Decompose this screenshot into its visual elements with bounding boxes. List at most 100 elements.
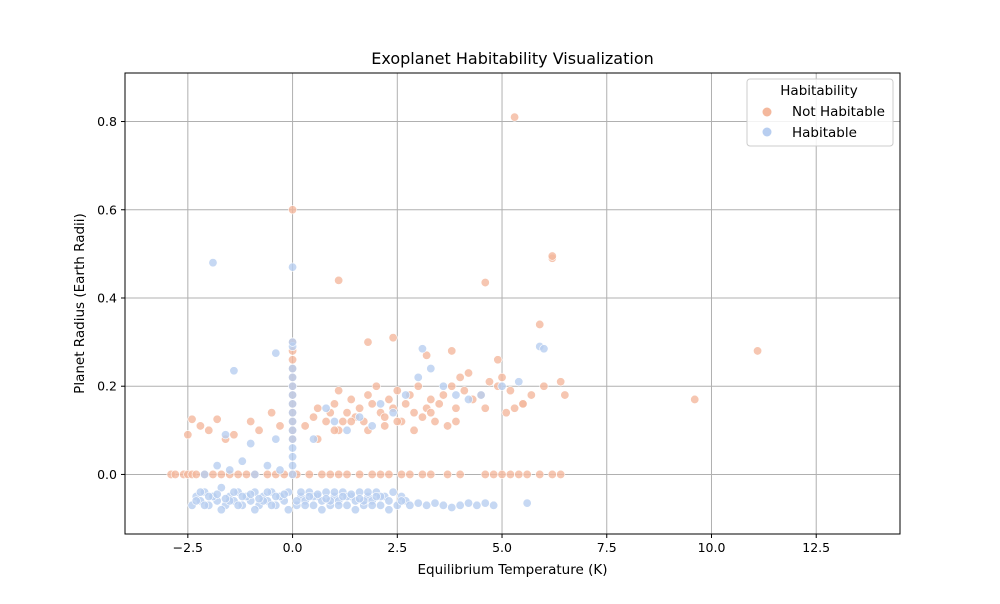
point-habitable (464, 498, 474, 508)
point-not-habitable (434, 399, 444, 409)
legend-box (746, 78, 894, 147)
x-tick-label: 10.0 (698, 540, 726, 555)
point-habitable (229, 487, 239, 497)
point-habitable (317, 505, 327, 515)
point-habitable (388, 408, 398, 418)
point-not-habitable (447, 346, 457, 356)
point-not-habitable (313, 403, 323, 413)
point-habitable (539, 344, 549, 354)
point-habitable (355, 412, 365, 422)
point-habitable (334, 500, 344, 510)
point-habitable (283, 505, 293, 515)
point-not-habitable (501, 408, 511, 418)
point-not-habitable (342, 408, 352, 418)
point-not-habitable (409, 425, 419, 435)
point-habitable (413, 498, 423, 508)
legend-marker-habitable (762, 127, 772, 137)
point-not-habitable (338, 417, 348, 427)
y-tick-label: 0.2 (97, 379, 117, 394)
point-habitable (262, 487, 272, 497)
point-habitable (288, 408, 298, 418)
point-not-habitable (183, 430, 193, 440)
point-not-habitable (753, 346, 763, 356)
point-habitable (288, 381, 298, 391)
point-habitable (250, 505, 260, 515)
point-not-habitable (505, 469, 515, 479)
point-habitable (376, 399, 386, 409)
point-habitable (200, 500, 210, 510)
point-not-habitable (233, 469, 243, 479)
point-habitable (476, 390, 486, 400)
point-not-habitable (480, 403, 490, 413)
point-not-habitable (505, 386, 515, 396)
point-habitable (288, 364, 298, 374)
point-not-habitable (451, 417, 461, 427)
x-tick-label: 0.0 (283, 540, 303, 555)
point-not-habitable (275, 421, 285, 431)
point-not-habitable (392, 417, 402, 427)
point-habitable (221, 430, 231, 440)
point-habitable (288, 469, 298, 479)
point-habitable (338, 492, 348, 502)
point-habitable (304, 492, 314, 502)
point-habitable (250, 469, 260, 479)
point-not-habitable (560, 390, 570, 400)
point-habitable (309, 500, 319, 510)
point-habitable (376, 500, 386, 510)
point-not-habitable (246, 417, 256, 427)
point-not-habitable (229, 430, 239, 440)
legend-marker-not-habitable (762, 107, 772, 117)
y-tick-label: 0.4 (97, 290, 117, 305)
point-habitable (309, 434, 319, 444)
point-not-habitable (422, 350, 432, 360)
x-tick-label: 2.5 (387, 540, 407, 555)
point-not-habitable (334, 386, 344, 396)
point-not-habitable (459, 386, 469, 396)
point-not-habitable (204, 425, 214, 435)
point-habitable (271, 492, 281, 502)
point-not-habitable (212, 414, 222, 424)
point-not-habitable (547, 251, 557, 261)
point-habitable (329, 487, 339, 497)
point-not-habitable (497, 372, 507, 382)
point-not-habitable (170, 469, 180, 479)
point-not-habitable (376, 469, 386, 479)
point-habitable (430, 498, 440, 508)
x-tick-label: 5.0 (492, 540, 512, 555)
x-tick-label: 12.5 (802, 540, 830, 555)
point-not-habitable (417, 412, 427, 422)
point-not-habitable (438, 390, 448, 400)
point-not-habitable (535, 469, 545, 479)
point-habitable (237, 456, 247, 466)
point-not-habitable (195, 421, 205, 431)
point-not-habitable (514, 469, 524, 479)
point-habitable (384, 496, 394, 506)
point-not-habitable (329, 399, 339, 409)
point-not-habitable (405, 469, 415, 479)
point-habitable (384, 505, 394, 515)
point-habitable (417, 344, 427, 354)
point-not-habitable (489, 469, 499, 479)
point-habitable (212, 489, 222, 499)
point-not-habitable (355, 403, 365, 413)
point-habitable (342, 500, 352, 510)
point-habitable (367, 421, 377, 431)
legend-title: Habitability (780, 83, 857, 99)
point-not-habitable (241, 469, 251, 479)
point-not-habitable (455, 372, 465, 382)
point-not-habitable (363, 390, 373, 400)
point-habitable (288, 443, 298, 453)
point-habitable (271, 434, 281, 444)
legend: Habitability Not Habitable Habitable (746, 78, 894, 147)
point-habitable (447, 503, 457, 513)
point-habitable (195, 487, 205, 497)
point-habitable (438, 500, 448, 510)
point-habitable (288, 399, 298, 409)
point-not-habitable (430, 417, 440, 427)
point-not-habitable (300, 421, 310, 431)
point-habitable (216, 483, 226, 493)
point-not-habitable (556, 469, 566, 479)
point-not-habitable (208, 469, 218, 479)
point-habitable (363, 487, 373, 497)
